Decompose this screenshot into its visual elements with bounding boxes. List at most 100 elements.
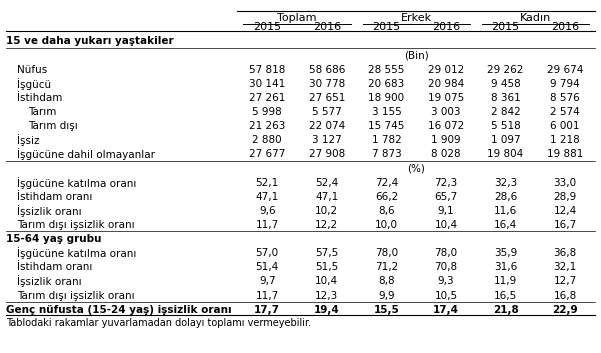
Text: 11,9: 11,9 — [494, 276, 517, 286]
Text: 27 908: 27 908 — [309, 149, 345, 159]
Text: 28 555: 28 555 — [368, 65, 404, 74]
Text: İşsizlik oranı: İşsizlik oranı — [17, 275, 82, 287]
Text: 2 880: 2 880 — [252, 135, 282, 145]
Text: İstihdam oranı: İstihdam oranı — [17, 192, 92, 202]
Text: 30 141: 30 141 — [249, 79, 285, 89]
Text: 1 782: 1 782 — [371, 135, 401, 145]
Text: 6 001: 6 001 — [551, 121, 580, 131]
Text: 1 218: 1 218 — [551, 135, 580, 145]
Text: 32,1: 32,1 — [554, 262, 577, 272]
Text: İşgücüne dahil olmayanlar: İşgücüne dahil olmayanlar — [17, 148, 155, 160]
Text: Kadın: Kadın — [520, 13, 551, 23]
Text: 9,9: 9,9 — [378, 291, 395, 300]
Text: 9 794: 9 794 — [551, 79, 580, 89]
Text: 70,8: 70,8 — [435, 262, 457, 272]
Text: Erkek: Erkek — [401, 13, 432, 23]
Text: 2 574: 2 574 — [551, 107, 580, 117]
Text: 51,4: 51,4 — [255, 262, 279, 272]
Text: 78,0: 78,0 — [375, 248, 398, 258]
Text: İşgücüne katılma oranı: İşgücüne katılma oranı — [17, 247, 136, 259]
Text: 19,4: 19,4 — [314, 305, 340, 315]
Text: 16,8: 16,8 — [554, 291, 577, 300]
Text: Tarım dışı: Tarım dışı — [28, 121, 78, 131]
Text: 32,3: 32,3 — [494, 178, 517, 187]
Text: 10,4: 10,4 — [435, 220, 457, 230]
Text: (Bin): (Bin) — [404, 50, 429, 60]
Text: 9,6: 9,6 — [259, 206, 275, 216]
Text: 36,8: 36,8 — [554, 248, 577, 258]
Text: Tablodaki rakamlar yuvarlamadan dolayı toplamı vermeyebilir.: Tablodaki rakamlar yuvarlamadan dolayı t… — [6, 318, 311, 328]
Text: 9,1: 9,1 — [438, 206, 454, 216]
Text: 57 818: 57 818 — [249, 65, 285, 74]
Text: 2016: 2016 — [551, 22, 579, 32]
Text: 28,6: 28,6 — [494, 192, 517, 202]
Text: İstihdam: İstihdam — [17, 93, 62, 103]
Text: 16 072: 16 072 — [428, 121, 464, 131]
Text: Tarım dışı işsizlik oranı: Tarım dışı işsizlik oranı — [17, 220, 135, 230]
Text: 27 651: 27 651 — [308, 93, 345, 103]
Text: 10,0: 10,0 — [375, 220, 398, 230]
Text: 2016: 2016 — [432, 22, 460, 32]
Text: 57,5: 57,5 — [315, 248, 338, 258]
Text: 11,7: 11,7 — [255, 220, 279, 230]
Text: 78,0: 78,0 — [435, 248, 457, 258]
Text: 15 745: 15 745 — [368, 121, 404, 131]
Text: 22 074: 22 074 — [309, 121, 345, 131]
Text: 9 458: 9 458 — [490, 79, 520, 89]
Text: 2015: 2015 — [492, 22, 520, 32]
Text: 21 263: 21 263 — [249, 121, 285, 131]
Text: İşsiz: İşsiz — [17, 134, 39, 146]
Text: 1 909: 1 909 — [431, 135, 461, 145]
Text: 31,6: 31,6 — [494, 262, 517, 272]
Text: 16,4: 16,4 — [494, 220, 517, 230]
Text: 30 778: 30 778 — [309, 79, 345, 89]
Text: 27 677: 27 677 — [249, 149, 285, 159]
Text: 5 518: 5 518 — [490, 121, 520, 131]
Text: 9,3: 9,3 — [438, 276, 454, 286]
Text: 29 012: 29 012 — [428, 65, 464, 74]
Text: Tarım: Tarım — [28, 107, 56, 117]
Text: 8,6: 8,6 — [378, 206, 395, 216]
Text: 19 075: 19 075 — [428, 93, 464, 103]
Text: 66,2: 66,2 — [375, 192, 398, 202]
Text: Toplam: Toplam — [277, 13, 317, 23]
Text: 15,5: 15,5 — [373, 305, 399, 315]
Text: 16,5: 16,5 — [494, 291, 517, 300]
Text: 57,0: 57,0 — [255, 248, 279, 258]
Text: 11,7: 11,7 — [255, 291, 279, 300]
Text: 3 003: 3 003 — [432, 107, 461, 117]
Text: 21,8: 21,8 — [493, 305, 519, 315]
Text: 19 881: 19 881 — [547, 149, 584, 159]
Text: 15 ve daha yukarı yaştakiler: 15 ve daha yukarı yaştakiler — [6, 36, 174, 46]
Text: 17,7: 17,7 — [254, 305, 280, 315]
Text: Nüfus: Nüfus — [17, 65, 47, 74]
Text: Genç nüfusta (15-24 yaş) işsizlik oranı: Genç nüfusta (15-24 yaş) işsizlik oranı — [6, 305, 231, 315]
Text: 10,2: 10,2 — [316, 206, 338, 216]
Text: 19 804: 19 804 — [487, 149, 523, 159]
Text: 71,2: 71,2 — [375, 262, 398, 272]
Text: 2015: 2015 — [253, 22, 281, 32]
Text: 35,9: 35,9 — [494, 248, 517, 258]
Text: 29 674: 29 674 — [547, 65, 584, 74]
Text: 10,4: 10,4 — [316, 276, 338, 286]
Text: 5 998: 5 998 — [252, 107, 282, 117]
Text: İşsizlik oranı: İşsizlik oranı — [17, 205, 82, 217]
Text: 12,2: 12,2 — [315, 220, 338, 230]
Text: 72,4: 72,4 — [375, 178, 398, 187]
Text: 8 361: 8 361 — [490, 93, 520, 103]
Text: 72,3: 72,3 — [435, 178, 457, 187]
Text: 2015: 2015 — [373, 22, 400, 32]
Text: (%): (%) — [407, 163, 425, 173]
Text: 18 900: 18 900 — [368, 93, 404, 103]
Text: 12,4: 12,4 — [554, 206, 577, 216]
Text: 15-64 yaş grubu: 15-64 yaş grubu — [6, 234, 102, 244]
Text: 65,7: 65,7 — [435, 192, 457, 202]
Text: 1 097: 1 097 — [491, 135, 520, 145]
Text: 52,1: 52,1 — [255, 178, 279, 187]
Text: 47,1: 47,1 — [315, 192, 338, 202]
Text: 27 261: 27 261 — [249, 93, 285, 103]
Text: 11,6: 11,6 — [494, 206, 517, 216]
Text: 5 577: 5 577 — [312, 107, 342, 117]
Text: 8,8: 8,8 — [378, 276, 395, 286]
Text: İşgücü: İşgücü — [17, 78, 51, 90]
